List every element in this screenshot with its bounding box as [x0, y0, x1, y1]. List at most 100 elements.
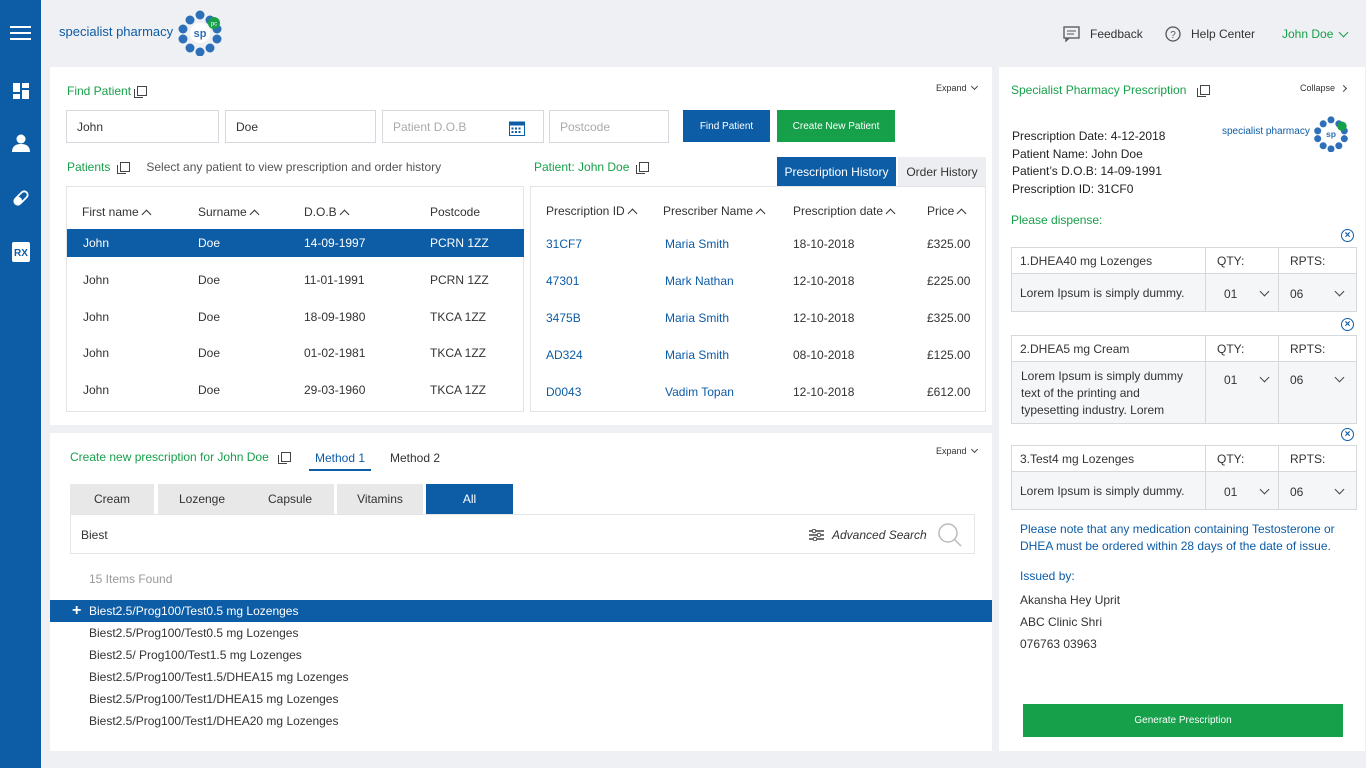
col-first-name[interactable]: First name [82, 205, 152, 219]
feedback-icon [1063, 26, 1080, 42]
svg-text:RX: RX [14, 248, 28, 259]
tab-method-2[interactable]: Method 2 [390, 451, 441, 465]
menu-icon[interactable] [10, 22, 31, 43]
remove-med-icon[interactable]: × [1341, 318, 1354, 331]
patients-table: First name Surname D.O.B Postcode John Do… [66, 186, 524, 412]
prescription-row[interactable]: AD324 Maria Smith 08-10-2018 £125.00 [546, 348, 971, 362]
calendar-icon[interactable] [509, 120, 525, 136]
patient-icon[interactable] [10, 132, 31, 153]
dashboard-icon[interactable] [10, 80, 31, 101]
qty-select[interactable]: 01 [1206, 274, 1278, 311]
col-surname[interactable]: Surname [198, 205, 260, 219]
advanced-search-button[interactable]: Advanced Search [809, 528, 927, 542]
prescription-id: Prescription ID: 31CF0 [1012, 181, 1134, 196]
rx-icon[interactable]: RX [10, 241, 31, 262]
col-postcode[interactable]: Postcode [430, 205, 481, 219]
med-desc: Lorem Ipsum is simply dummy. [1020, 286, 1185, 300]
expand-new-prescription[interactable]: Expand [936, 445, 978, 456]
remove-med-icon[interactable]: × [1341, 229, 1354, 242]
sp-prescription-title: Specialist Pharmacy Prescription [1011, 83, 1211, 97]
help-center-link[interactable]: ? Help Center [1165, 26, 1255, 42]
med-desc: Lorem Ipsum is simply dummy. [1020, 484, 1185, 498]
category-all[interactable]: All [426, 484, 513, 514]
tab-prescription-history[interactable]: Prescription History [777, 157, 896, 187]
category-capsule[interactable]: Capsule [246, 484, 334, 514]
generate-prescription-button[interactable]: Generate Prescription [1023, 704, 1343, 737]
sort-up-icon [956, 208, 967, 218]
prescription-row[interactable]: D0043 Vadim Topan 12-10-2018 £612.00 [546, 385, 971, 399]
rpts-select[interactable]: 06 [1279, 274, 1357, 311]
rpts-label: RPTS: [1290, 342, 1326, 356]
category-vitamins[interactable]: Vitamins [337, 484, 423, 514]
user-menu[interactable]: John Doe [1282, 27, 1349, 41]
category-cream[interactable]: Cream [70, 484, 154, 514]
col-prescription-date[interactable]: Prescription date [793, 204, 896, 218]
expand-find-patient[interactable]: Expand [936, 82, 978, 93]
patient-row[interactable]: John Doe 01-02-1981 TKCA 1ZZ [83, 346, 487, 360]
product-item[interactable]: Biest2.5/ Prog100/Test1.5 mg Lozenges [89, 648, 302, 662]
pill-icon[interactable] [10, 187, 31, 208]
popout-icon[interactable] [636, 162, 650, 174]
patient-row[interactable]: John Doe 18-09-1980 TKCA 1ZZ [83, 310, 487, 324]
patients-title: Patients Select any patient to view pres… [67, 160, 442, 174]
popout-icon[interactable] [117, 162, 131, 174]
new-prescription-title: Create new prescription for John Doe [70, 450, 291, 464]
prescription-row[interactable]: 3475B Maria Smith 12-10-2018 £325.00 [546, 311, 971, 325]
rpts-select[interactable]: 06 [1279, 362, 1357, 423]
dob-placeholder: Patient D.O.B [393, 119, 467, 134]
qty-select[interactable]: 01 [1206, 472, 1278, 509]
tab-method-1[interactable]: Method 1 [309, 449, 372, 471]
col-price[interactable]: Price [927, 204, 967, 218]
items-found-count: 15 Items Found [89, 572, 173, 586]
filter-icon [809, 529, 824, 541]
search-icon[interactable] [938, 523, 962, 547]
product-item[interactable]: + Biest2.5/Prog100/Test0.5 mg Lozenges [50, 600, 992, 622]
clinic-phone: 076763 03963 [1020, 637, 1097, 651]
collapse-button[interactable]: Collapse [1300, 83, 1348, 93]
product-item[interactable]: Biest2.5/Prog100/Test1.5/DHEA15 mg Lozen… [89, 670, 349, 684]
patient-history-title: Patient: John Doe [534, 160, 650, 174]
feedback-link[interactable]: Feedback [1063, 26, 1143, 42]
remove-med-icon[interactable]: × [1341, 428, 1354, 441]
qty-select[interactable]: 01 [1206, 362, 1278, 423]
med-item: 3.Test4 mg Lozenges QTY: RPTS: Lorem Ips… [1011, 445, 1357, 510]
surname-input[interactable]: Doe [225, 110, 376, 143]
popout-icon[interactable] [1197, 85, 1211, 97]
col-dob[interactable]: D.O.B [304, 205, 350, 219]
patient-row[interactable]: John Doe 11-01-1991 PCRN 1ZZ [83, 273, 489, 287]
brand-name: specialist pharmacy [59, 24, 174, 39]
product-item[interactable]: Biest2.5/Prog100/Test1/DHEA15 mg Lozenge… [89, 692, 339, 706]
popout-icon[interactable] [277, 452, 291, 464]
col-prescriber-name[interactable]: Prescriber Name [663, 204, 766, 218]
patients-hint: Select any patient to view prescription … [146, 160, 442, 174]
med-item: 2.DHEA5 mg Cream QTY: RPTS: Lorem Ipsum … [1011, 335, 1357, 424]
help-icon: ? [1165, 26, 1181, 42]
sort-up-icon [885, 208, 896, 218]
prescription-row[interactable]: 47301 Mark Nathan 12-10-2018 £225.00 [546, 274, 971, 288]
create-new-patient-button[interactable]: Create New Patient [777, 110, 895, 142]
product-search-input[interactable]: Biest [81, 528, 108, 542]
product-item[interactable]: Biest2.5/Prog100/Test0.5 mg Lozenges [89, 626, 299, 640]
tab-order-history[interactable]: Order History [898, 157, 986, 187]
chevron-down-icon [1334, 372, 1345, 383]
brand-logo[interactable]: sp pc [177, 10, 223, 59]
popout-icon[interactable] [134, 86, 148, 98]
patient-row[interactable]: John Doe 14-09-1997 PCRN 1ZZ [67, 229, 524, 257]
prescription-row[interactable]: 31CF7 Maria Smith 18-10-2018 £325.00 [546, 237, 971, 251]
rpts-select[interactable]: 06 [1279, 472, 1357, 509]
chevron-down-icon [970, 445, 978, 454]
product-item[interactable]: Biest2.5/Prog100/Test1/DHEA20 mg Lozenge… [89, 714, 339, 728]
sp-brand-name: specialist pharmacy [1222, 126, 1310, 137]
find-patient-button[interactable]: Find Patient [683, 110, 770, 142]
logo-text: sp [194, 28, 207, 40]
postcode-input[interactable]: Postcode [549, 110, 669, 143]
category-lozenge[interactable]: Lozenge [158, 484, 246, 514]
prescription-meta: Prescription Date: 4-12-2018 Patient Nam… [1012, 128, 1165, 198]
plus-icon[interactable]: + [72, 602, 82, 619]
dob-input[interactable]: Patient D.O.B [382, 110, 544, 143]
first-name-input[interactable]: John [66, 110, 219, 143]
patient-row[interactable]: John Doe 29-03-1960 TKCA 1ZZ [83, 383, 487, 397]
sidebar: RX [0, 0, 41, 768]
col-prescription-id[interactable]: Prescription ID [546, 204, 638, 218]
sort-up-icon [249, 209, 260, 219]
